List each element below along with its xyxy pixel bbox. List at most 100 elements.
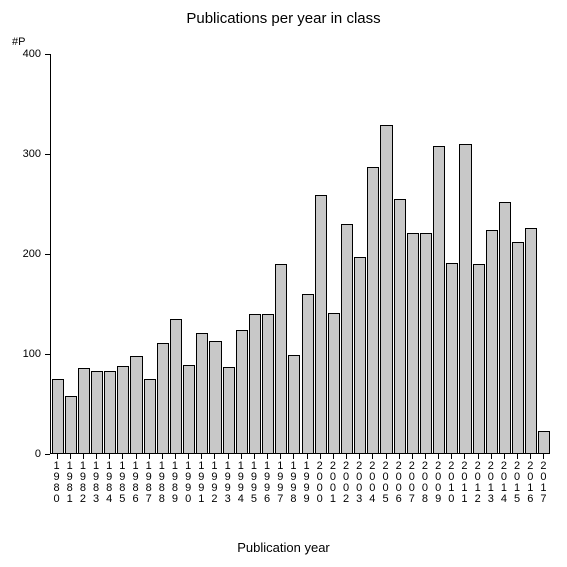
x-tick [386,454,387,459]
y-tick-label: 200 [0,248,41,260]
x-tick-label: 1990 [182,461,195,505]
bar [52,379,64,453]
bar [407,233,419,453]
bar [367,167,379,453]
x-tick [346,454,347,459]
bar [525,228,537,453]
x-tick [70,454,71,459]
bar [91,371,103,453]
x-tick [517,454,518,459]
bar [315,195,327,453]
x-tick [372,454,373,459]
bar [459,144,471,453]
x-tick [175,454,176,459]
x-tick-label: 2011 [458,461,471,505]
x-tick-label: 2008 [418,461,431,505]
bar [236,330,248,453]
x-tick-label: 1998 [287,461,300,505]
x-tick-label: 1981 [63,461,76,505]
x-tick-label: 2005 [379,461,392,505]
x-tick-label: 1982 [76,461,89,505]
bar [288,355,300,453]
bar [380,125,392,453]
x-tick [254,454,255,459]
bar [183,365,195,453]
bar [328,313,340,453]
x-tick [399,454,400,459]
bar [446,263,458,453]
x-tick-label: 2012 [471,461,484,505]
x-tick [267,454,268,459]
bar [104,371,116,453]
x-tick [280,454,281,459]
x-tick [464,454,465,459]
bar [433,146,445,453]
chart-title: Publications per year in class [0,10,567,27]
x-tick [293,454,294,459]
x-axis-title: Publication year [0,540,567,555]
x-tick-label: 1995 [247,461,260,505]
x-tick-label: 1985 [116,461,129,505]
x-tick [83,454,84,459]
x-tick [359,454,360,459]
bar [249,314,261,453]
bar [275,264,287,453]
x-tick [451,454,452,459]
x-tick-label: 1988 [155,461,168,505]
x-tick-label: 1986 [129,461,142,505]
x-tick-label: 2015 [511,461,524,505]
x-tick [136,454,137,459]
x-tick [109,454,110,459]
x-tick [96,454,97,459]
bar [341,224,353,453]
x-tick-label: 1994 [234,461,247,505]
bar [512,242,524,453]
y-tick-label: 300 [0,148,41,160]
bar [157,343,169,453]
y-tick-label: 100 [0,348,41,360]
x-tick [201,454,202,459]
x-tick [162,454,163,459]
x-tick-label: 2001 [326,461,339,505]
x-tick-label: 2014 [497,461,510,505]
publications-bar-chart: Publications per year in class #P 010020… [0,0,567,567]
x-tick-label: 2009 [432,461,445,505]
y-tick-label: 0 [0,448,41,460]
x-tick-label: 1980 [50,461,63,505]
x-tick [228,454,229,459]
y-tick [45,354,50,355]
x-tick [543,454,544,459]
bar [262,314,274,453]
x-tick-label: 2010 [445,461,458,505]
bar [144,379,156,453]
x-tick [307,454,308,459]
bar [394,199,406,453]
x-tick [188,454,189,459]
x-tick-label: 1987 [142,461,155,505]
bar [130,356,142,453]
x-tick-label: 2013 [484,461,497,505]
bar [486,230,498,453]
x-tick [478,454,479,459]
bar [473,264,485,453]
x-tick-label: 1983 [89,461,102,505]
x-tick [320,454,321,459]
x-tick-label: 1989 [168,461,181,505]
x-tick-label: 1992 [208,461,221,505]
x-tick [57,454,58,459]
bar [499,202,511,453]
x-tick-label: 2007 [405,461,418,505]
x-tick [438,454,439,459]
x-tick [425,454,426,459]
bar [302,294,314,453]
bar [78,368,90,453]
x-tick-label: 1997 [274,461,287,505]
x-tick [491,454,492,459]
x-tick-label: 2006 [392,461,405,505]
x-tick-label: 1996 [261,461,274,505]
bar [209,341,221,453]
x-tick-label: 2002 [339,461,352,505]
x-tick [241,454,242,459]
x-tick-label: 1984 [103,461,116,505]
x-tick-label: 2016 [524,461,537,505]
